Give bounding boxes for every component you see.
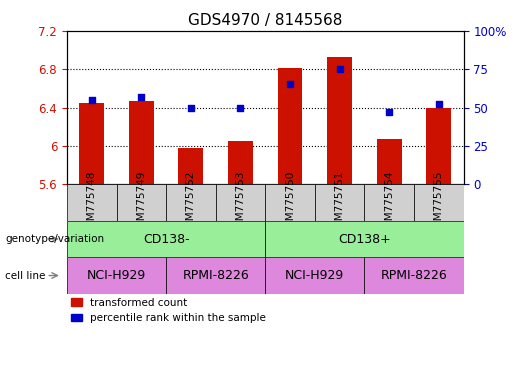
- Bar: [79, 103, 104, 184]
- Point: [335, 66, 344, 72]
- Title: GDS4970 / 8145568: GDS4970 / 8145568: [188, 13, 342, 28]
- Text: NCI-H929: NCI-H929: [285, 269, 345, 282]
- Text: genotype/variation: genotype/variation: [5, 234, 104, 244]
- FancyBboxPatch shape: [166, 257, 265, 294]
- Text: cell line: cell line: [5, 270, 45, 281]
- Bar: [327, 56, 352, 184]
- Text: GSM775755: GSM775755: [434, 171, 444, 234]
- Text: GSM775753: GSM775753: [235, 171, 246, 234]
- Bar: [278, 68, 302, 184]
- Text: CD138-: CD138-: [143, 233, 190, 245]
- Text: GSM775754: GSM775754: [384, 171, 394, 234]
- Point: [137, 94, 145, 100]
- Point: [435, 101, 443, 108]
- Point: [286, 81, 294, 88]
- FancyBboxPatch shape: [265, 257, 365, 294]
- FancyBboxPatch shape: [414, 184, 464, 221]
- Text: GSM775748: GSM775748: [87, 171, 97, 234]
- Bar: [129, 101, 153, 184]
- Point: [187, 104, 195, 111]
- FancyBboxPatch shape: [116, 184, 166, 221]
- Text: CD138+: CD138+: [338, 233, 391, 245]
- FancyBboxPatch shape: [265, 221, 464, 257]
- FancyBboxPatch shape: [216, 184, 265, 221]
- Text: RPMI-8226: RPMI-8226: [381, 269, 448, 282]
- FancyBboxPatch shape: [365, 257, 464, 294]
- FancyBboxPatch shape: [365, 184, 414, 221]
- FancyBboxPatch shape: [265, 184, 315, 221]
- FancyBboxPatch shape: [67, 184, 116, 221]
- Text: GSM775752: GSM775752: [186, 171, 196, 234]
- Text: GSM775750: GSM775750: [285, 171, 295, 234]
- FancyBboxPatch shape: [315, 184, 365, 221]
- Point: [385, 109, 393, 115]
- Bar: [228, 141, 253, 184]
- Text: RPMI-8226: RPMI-8226: [182, 269, 249, 282]
- Point: [88, 97, 96, 103]
- Bar: [377, 139, 402, 184]
- Text: GSM775751: GSM775751: [335, 171, 345, 234]
- Text: NCI-H929: NCI-H929: [87, 269, 146, 282]
- Bar: [179, 148, 203, 184]
- Text: GSM775749: GSM775749: [136, 171, 146, 234]
- FancyBboxPatch shape: [67, 221, 265, 257]
- Legend: transformed count, percentile rank within the sample: transformed count, percentile rank withi…: [67, 294, 270, 327]
- Point: [236, 104, 245, 111]
- Bar: [426, 108, 451, 184]
- FancyBboxPatch shape: [67, 257, 166, 294]
- FancyBboxPatch shape: [166, 184, 216, 221]
